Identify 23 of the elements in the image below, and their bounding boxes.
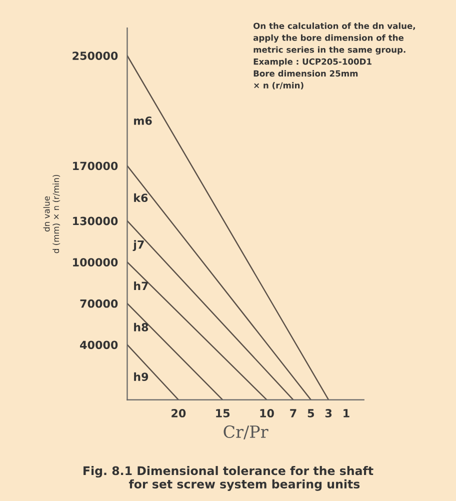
x-tick-label: 3 xyxy=(325,409,332,418)
x-tick-label: 7 xyxy=(290,409,296,418)
x-axis-title: Cr/Pr xyxy=(224,425,268,440)
y-tick-label: 40000 xyxy=(80,340,118,350)
y-tick-label: 70000 xyxy=(80,299,118,308)
series-label: h9 xyxy=(134,372,148,381)
series-label: h8 xyxy=(134,322,148,332)
y-tick-label: 130000 xyxy=(73,216,118,226)
x-tick-label: 1 xyxy=(344,409,350,418)
annotation: On the calculation of the dn value, apply the bore dimension of the metric series in the same group. Example : UCP205-100D1 Bore dimension 25mm × n (r/min) xyxy=(253,22,415,90)
series-label: j7 xyxy=(132,240,144,252)
x-tick-label: 10 xyxy=(260,409,274,418)
x-tick-label: 15 xyxy=(216,409,230,418)
x-tick-label: 5 xyxy=(308,409,314,418)
x-tick-label: 20 xyxy=(172,409,186,418)
series-label: k6 xyxy=(134,193,148,202)
y-axis-title: dn value d (mm) × n (r/min) xyxy=(43,174,60,254)
y-tick-label: 100000 xyxy=(73,258,118,266)
series-label: m6 xyxy=(134,116,152,125)
y-tick-label: 170000 xyxy=(73,162,118,170)
y-tick-label: 250000 xyxy=(72,52,118,60)
series-label: h7 xyxy=(134,282,148,290)
text: Fig. 8.1 Dimensional tolerance for the shaft for set screw system bearing units xyxy=(84,466,374,491)
